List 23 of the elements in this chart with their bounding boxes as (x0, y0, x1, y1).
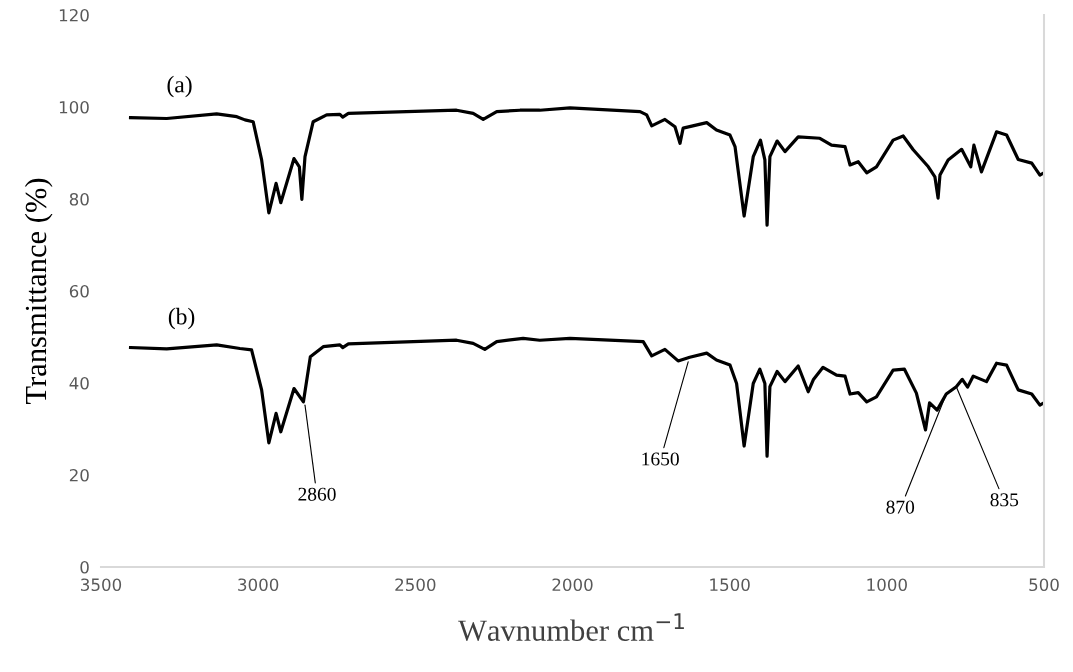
x-tick-label: 3500 (81, 578, 122, 592)
x-tick-label: 2000 (552, 578, 593, 592)
x-tick-label: 3000 (238, 578, 279, 592)
y-tick-label: 120 (59, 8, 89, 22)
y-tick-label: 80 (69, 192, 89, 206)
y-tick-label: 0 (80, 560, 89, 574)
x-tick-label: 2500 (395, 578, 436, 592)
series-label: (b) (168, 307, 195, 330)
x-tick-label: 500 (1029, 578, 1059, 592)
x-tick-label: 1500 (710, 578, 750, 592)
y-tick-label: 100 (59, 100, 89, 114)
x-tick-label: 1000 (867, 578, 907, 592)
y-axis-title: Transmittance (%) (24, 178, 53, 405)
y-tick-label: 40 (69, 376, 89, 390)
annotation: 835 (990, 493, 1019, 507)
y-tick-label: 60 (69, 284, 89, 298)
series-label: (a) (167, 75, 192, 98)
line-series (128, 106, 1044, 227)
x-axis-title: Wavnumber cm$^{−1}$ (458, 613, 684, 642)
annotation: 870 (886, 500, 915, 514)
annotation: 2860 (298, 487, 336, 501)
annotation: 1650 (642, 452, 679, 466)
y-tick-label: 20 (69, 468, 89, 482)
